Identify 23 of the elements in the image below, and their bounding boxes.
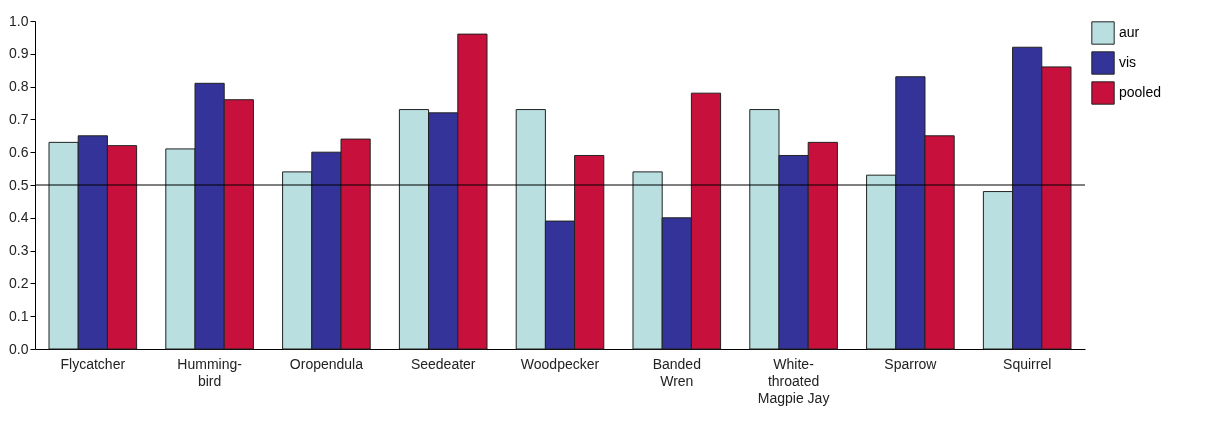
x-tick-label: Humming- bird <box>177 355 243 389</box>
x-tick-label: Oropendula <box>289 355 364 372</box>
y-tick-label: 0.2 <box>9 274 29 291</box>
y-tick-label: 0.7 <box>9 110 29 127</box>
x-tick-label: Flycatcher <box>60 355 126 372</box>
legend-label: vis <box>1119 54 1137 70</box>
y-tick-label: 0.9 <box>9 45 29 62</box>
y-tick-label: 0.3 <box>9 242 29 259</box>
y-tick-label: 0.8 <box>9 78 29 95</box>
x-tick-label: White- throated Magpie Jay <box>757 355 830 406</box>
x-tick-label: Seedeater <box>410 355 476 372</box>
x-tick-label: Woodpecker <box>520 355 600 372</box>
y-tick-label: 0.5 <box>9 176 29 193</box>
y-tick-label: 0.6 <box>9 143 29 160</box>
x-tick-label: Banded Wren <box>652 355 701 389</box>
y-tick-label: 0.1 <box>9 307 29 324</box>
x-tick-label: Squirrel <box>1003 355 1052 372</box>
legend-label: pooled <box>1119 84 1162 100</box>
y-tick-label: 1.0 <box>9 12 29 29</box>
x-tick-label: Sparrow <box>884 355 938 372</box>
y-tick-label: 0.4 <box>9 209 29 226</box>
legend-label: aur <box>1119 24 1140 40</box>
y-tick-label: 0.0 <box>9 340 29 357</box>
